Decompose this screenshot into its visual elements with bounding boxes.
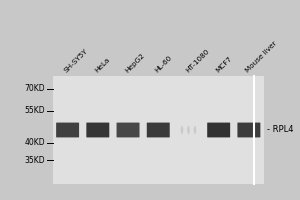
FancyBboxPatch shape xyxy=(117,123,140,137)
Text: HepG2: HepG2 xyxy=(124,52,146,74)
Ellipse shape xyxy=(194,126,196,134)
Text: - RPL4: - RPL4 xyxy=(267,126,293,134)
Text: 70KD: 70KD xyxy=(24,84,45,93)
Text: Mouse liver: Mouse liver xyxy=(245,40,278,74)
Text: HL-60: HL-60 xyxy=(154,55,173,74)
Text: HT-1080: HT-1080 xyxy=(184,48,210,74)
Bar xyxy=(52,76,264,184)
Ellipse shape xyxy=(187,126,190,134)
Text: HeLa: HeLa xyxy=(94,57,111,74)
FancyBboxPatch shape xyxy=(237,123,260,137)
Text: 35KD: 35KD xyxy=(24,156,45,165)
Text: MCF7: MCF7 xyxy=(214,56,233,74)
Text: 40KD: 40KD xyxy=(24,138,45,147)
FancyBboxPatch shape xyxy=(56,123,79,137)
FancyBboxPatch shape xyxy=(207,123,230,137)
Text: 55KD: 55KD xyxy=(24,106,45,115)
Ellipse shape xyxy=(181,126,183,134)
Text: SH-SY5Y: SH-SY5Y xyxy=(63,48,89,74)
FancyBboxPatch shape xyxy=(147,123,170,137)
FancyBboxPatch shape xyxy=(86,123,109,137)
